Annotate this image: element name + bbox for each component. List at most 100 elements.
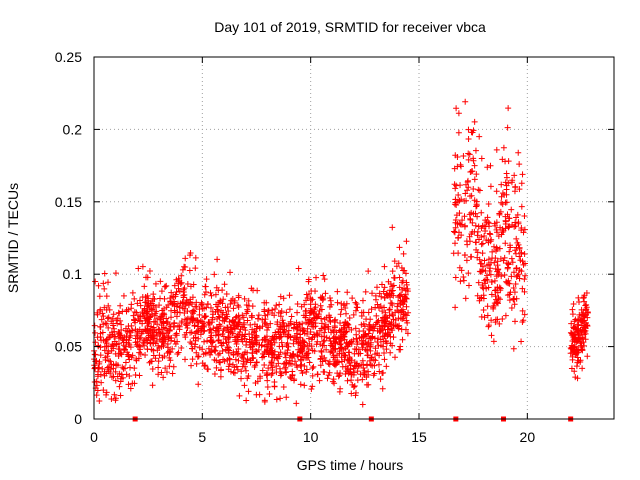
data-point xyxy=(283,360,290,367)
data-point xyxy=(575,316,582,323)
data-point xyxy=(361,331,368,338)
data-point xyxy=(352,307,359,314)
data-point xyxy=(253,340,260,347)
data-point xyxy=(322,290,329,297)
data-point xyxy=(380,314,387,321)
data-point xyxy=(569,311,576,318)
data-point xyxy=(155,364,162,371)
data-point xyxy=(289,368,296,375)
data-point xyxy=(234,366,241,373)
data-point xyxy=(139,320,146,327)
data-point xyxy=(399,315,406,322)
data-point xyxy=(165,327,172,334)
data-point xyxy=(142,352,149,359)
data-point xyxy=(202,313,209,320)
data-point xyxy=(181,291,188,298)
data-point xyxy=(369,290,376,297)
data-point xyxy=(510,296,517,303)
data-point xyxy=(521,276,528,283)
data-point xyxy=(386,306,393,313)
data-point xyxy=(399,336,406,343)
data-point xyxy=(112,395,119,402)
data-point xyxy=(129,352,136,359)
data-point xyxy=(378,281,385,288)
data-point xyxy=(359,297,366,304)
data-point xyxy=(203,304,210,311)
data-point xyxy=(496,245,503,252)
data-point xyxy=(516,245,523,252)
data-point xyxy=(479,284,486,291)
data-point xyxy=(265,338,272,345)
data-point xyxy=(404,319,411,326)
data-point xyxy=(569,356,576,363)
data-point xyxy=(331,362,338,369)
data-point xyxy=(97,308,104,315)
data-point xyxy=(403,238,410,245)
data-point xyxy=(570,301,577,308)
data-point xyxy=(235,303,242,310)
data-point xyxy=(574,375,581,382)
data-point xyxy=(303,291,310,298)
data-point xyxy=(499,315,506,322)
data-point xyxy=(503,170,510,177)
data-point xyxy=(168,307,175,314)
data-point xyxy=(207,337,214,344)
data-point xyxy=(402,270,409,277)
data-point xyxy=(342,352,349,359)
data-point xyxy=(95,282,102,289)
data-point xyxy=(107,333,114,340)
data-point xyxy=(577,335,584,342)
data-point xyxy=(309,365,316,372)
data-point xyxy=(295,346,302,353)
data-point xyxy=(154,321,161,328)
data-point xyxy=(207,326,214,333)
data-point xyxy=(301,362,308,369)
data-point xyxy=(134,300,141,307)
data-point xyxy=(202,283,209,290)
data-point xyxy=(396,274,403,281)
data-point xyxy=(141,342,148,349)
data-point xyxy=(256,391,263,398)
data-point xyxy=(381,294,388,301)
data-point xyxy=(382,338,389,345)
data-point xyxy=(193,349,200,356)
data-point xyxy=(253,348,260,355)
data-point xyxy=(456,264,463,271)
data-point xyxy=(381,333,388,340)
data-point xyxy=(521,311,528,318)
data-point xyxy=(195,353,202,360)
data-point xyxy=(326,303,333,310)
data-point xyxy=(111,338,118,345)
data-point xyxy=(473,171,480,178)
data-point xyxy=(221,325,228,332)
data-point xyxy=(103,391,110,398)
data-point xyxy=(308,385,315,392)
data-point xyxy=(485,256,492,263)
data-point xyxy=(491,277,498,284)
data-point xyxy=(464,187,471,194)
data-point xyxy=(312,320,319,327)
data-point xyxy=(496,320,503,327)
data-point xyxy=(465,136,472,143)
data-point xyxy=(465,126,472,133)
data-point xyxy=(582,327,589,334)
data-point xyxy=(486,268,493,275)
data-point xyxy=(465,270,472,277)
data-point xyxy=(341,336,348,343)
data-point xyxy=(119,364,126,371)
data-point xyxy=(460,274,467,281)
data-point xyxy=(374,338,381,345)
data-point xyxy=(261,306,268,313)
data-point xyxy=(462,190,469,197)
data-point xyxy=(462,252,469,259)
data-point xyxy=(91,351,98,358)
data-point xyxy=(322,321,329,328)
data-point xyxy=(471,197,478,204)
data-point xyxy=(475,223,482,230)
data-point xyxy=(481,233,488,240)
data-point xyxy=(396,284,403,291)
data-point xyxy=(364,361,371,368)
data-point xyxy=(114,315,121,322)
y-axis-label: SRMTID / TECUs xyxy=(5,183,21,293)
